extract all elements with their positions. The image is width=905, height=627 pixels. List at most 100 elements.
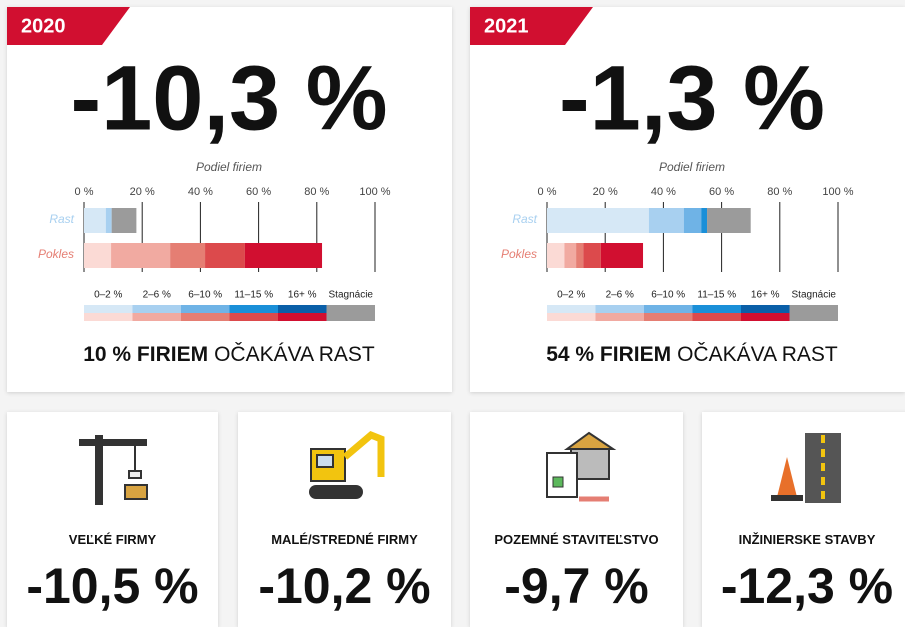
footer: 10 % FIRIEM OČAKÁVA RAST (83, 343, 375, 366)
legend-swatch (596, 313, 645, 321)
panel-chart: 2021 -1,3 % Podiel firiem 0 % 20 % 40 % 60 % 80… (470, 7, 905, 392)
legend-swatch (790, 305, 839, 313)
card-value: -9,7 % (470, 557, 683, 615)
legend-swatch (693, 313, 742, 321)
row-label: Rast (512, 212, 537, 226)
legend-label: 6–10 % (188, 290, 222, 301)
legend-swatch (230, 313, 279, 321)
bar-segment (684, 208, 701, 233)
legend-label: 11–15 % (234, 290, 273, 301)
x-tick-label: 100 % (359, 186, 390, 198)
panel-chart: 2020-10,3 % Podiel firiem 0 % 20 % 40 % 60 % 8… (7, 7, 452, 392)
bar-segment (701, 208, 707, 233)
bar-segment (601, 243, 643, 268)
excavator-icon (305, 427, 385, 507)
bar-segment (547, 208, 649, 233)
card: VEĽKÉ FIRMY -10,5 % (7, 412, 218, 627)
legend-label: 6–10 % (651, 290, 685, 301)
crane-icon (73, 427, 153, 507)
panel: 2021 -1,3 % Podiel firiem 0 % 20 % 40 % 60 % 80… (470, 7, 905, 392)
legend-swatch (84, 313, 133, 321)
x-tick-label: 0 % (538, 186, 557, 198)
row-label: Pokles (501, 247, 537, 261)
page: 2020-10,3 % Podiel firiem 0 % 20 % 40 % 60 % 8… (0, 0, 905, 622)
bar-segment (84, 243, 111, 268)
legend-swatch (790, 313, 839, 321)
road-icon (767, 427, 847, 507)
year: 2020 (21, 15, 66, 37)
x-tick-label: 20 % (130, 186, 155, 198)
legend-swatch (278, 313, 327, 321)
legend-swatch (84, 305, 133, 313)
legend-swatch (596, 305, 645, 313)
legend-swatch (693, 305, 742, 313)
x-tick-label: 60 % (709, 186, 734, 198)
legend-label: 11–15 % (697, 290, 736, 301)
year: 2021 (484, 15, 529, 37)
card: INŽINIERSKE STAVBY -12,3 % (702, 412, 905, 627)
card-value: -10,2 % (238, 557, 451, 615)
row-label: Pokles (38, 247, 74, 261)
x-tick-label: 0 % (75, 186, 94, 198)
bar-segment (707, 208, 751, 233)
card: MALÉ/STREDNÉ FIRMY -10,2 % (238, 412, 451, 627)
x-tick-label: 60 % (246, 186, 271, 198)
legend-label: 0–2 % (557, 290, 585, 301)
legend-label: Stagnácie (792, 290, 837, 301)
bar-segment (84, 208, 106, 233)
bar-segment (112, 208, 137, 233)
bar-segment (205, 243, 245, 268)
x-tick-label: 80 % (767, 186, 792, 198)
legend-label: 16+ % (288, 290, 317, 301)
x-tick-label: 80 % (304, 186, 329, 198)
headline: -10,3 % (70, 47, 387, 149)
card-label: VEĽKÉ FIRMY (7, 532, 218, 547)
card-value: -10,5 % (7, 557, 218, 615)
card-label: INŽINIERSKE STAVBY (702, 532, 905, 547)
footer-rest: OČAKÁVA RAST (677, 343, 838, 366)
footer-bold: 10 % FIRIEM (83, 343, 208, 366)
x-tick-label: 100 % (822, 186, 853, 198)
bar-segment (245, 243, 322, 268)
footer-bold: 54 % FIRIEM (546, 343, 671, 366)
legend-swatch (547, 305, 596, 313)
legend-swatch (547, 313, 596, 321)
legend-swatch (741, 305, 790, 313)
legend-swatch (278, 305, 327, 313)
bar-segment (564, 243, 576, 268)
legend-label: 16+ % (751, 290, 780, 301)
legend-swatch (181, 305, 230, 313)
row-label: Rast (49, 212, 74, 226)
legend-swatch (133, 313, 182, 321)
house-plan-icon (537, 427, 617, 507)
footer: 54 % FIRIEM OČAKÁVA RAST (546, 343, 838, 366)
card-label: POZEMNÉ STAVITEĽSTVO (470, 532, 683, 547)
legend-label: Stagnácie (329, 290, 374, 301)
axis-label: Podiel firiem (196, 160, 262, 174)
axis-label: Podiel firiem (659, 160, 725, 174)
legend-label: 2–6 % (606, 290, 634, 301)
panel: 2020-10,3 % Podiel firiem 0 % 20 % 40 % 60 % 8… (7, 7, 452, 392)
x-tick-label: 40 % (188, 186, 213, 198)
bar-segment (649, 208, 684, 233)
bar-segment (111, 243, 170, 268)
bar-segment (170, 243, 205, 268)
legend-swatch (741, 313, 790, 321)
card: POZEMNÉ STAVITEĽSTVO -9,7 % (470, 412, 683, 627)
footer-rest: OČAKÁVA RAST (214, 343, 375, 366)
bar-segment (106, 208, 112, 233)
x-tick-label: 20 % (593, 186, 618, 198)
headline: -1,3 % (559, 47, 825, 149)
bar-segment (576, 243, 583, 268)
legend-swatch (644, 305, 693, 313)
bar-segment (583, 243, 600, 268)
legend-swatch (644, 313, 693, 321)
legend-swatch (327, 305, 376, 313)
card-label: MALÉ/STREDNÉ FIRMY (238, 532, 451, 547)
legend-label: 2–6 % (143, 290, 171, 301)
x-tick-label: 40 % (651, 186, 676, 198)
card-value: -12,3 % (702, 557, 905, 615)
legend-label: 0–2 % (94, 290, 122, 301)
legend-swatch (181, 313, 230, 321)
legend-swatch (133, 305, 182, 313)
